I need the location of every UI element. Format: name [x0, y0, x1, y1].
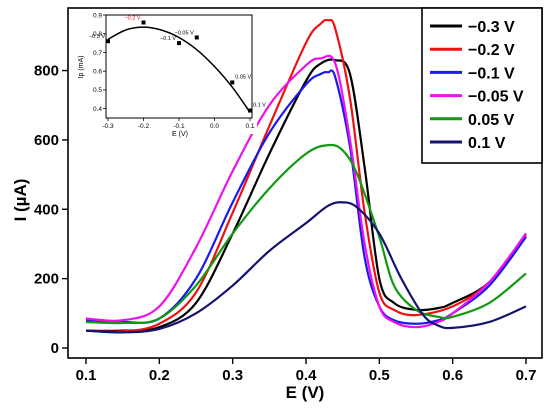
x-tick-label: 0.4: [296, 367, 318, 384]
inset-point-label: −0.1 V: [160, 36, 176, 42]
inset-point: [248, 108, 252, 113]
x-axis-label: E (V): [286, 383, 325, 402]
y-tick-label: 0: [51, 340, 59, 357]
inset-point: [230, 80, 235, 85]
series-line: [85, 143, 527, 325]
inset-point-label: 0.1 V: [253, 103, 266, 109]
y-tick-label: 600: [34, 132, 59, 149]
legend: −0.3 V −0.2 V −0.1 V −0.05 V 0.05 V 0.1 V: [421, 7, 543, 164]
main-chart: 0.1 0.2 0.3 0.4 0.5 0.6 0.7 0 200 400 600 800 E (V…: [11, 7, 543, 402]
inset-point: [177, 41, 181, 46]
inset-y-tick-label: 0.9: [93, 12, 102, 19]
inset-chart: −0.3 V −0.2 V −0.1 V−0.05 V 0.05 V 0.1 V -0.…: [75, 12, 266, 138]
inset-point: [141, 20, 146, 25]
inset-y-tick-label: 0.6: [93, 68, 102, 75]
x-tick-label: 0.3: [222, 367, 243, 384]
inset-x-axis-label: E (V): [172, 131, 188, 138]
inset-x-tick-label: 0.1: [245, 123, 254, 130]
legend-label: 0.05 V: [468, 112, 515, 129]
inset-x-tick-label: -0.1: [173, 123, 185, 130]
inset-point-label: 0.05 V: [235, 74, 251, 80]
inset-y-tick-label: 0.4: [93, 106, 102, 113]
x-tick-label: 0.6: [442, 367, 463, 384]
y-tick-label: 200: [34, 271, 59, 288]
x-tick-label: 0.2: [149, 367, 170, 384]
series-line: [85, 54, 527, 329]
series-line: [85, 69, 527, 325]
legend-label: −0.1 V: [468, 65, 515, 82]
series-line: [85, 18, 527, 333]
inset-point-label: −0.2 V: [124, 15, 140, 21]
plot-frame: [67, 7, 543, 359]
inset-y-tick-label: 0.7: [93, 50, 102, 57]
inset-y-axis-label: Ip (mA): [78, 56, 85, 79]
legend-label: 0.1 V: [468, 135, 506, 152]
inset-point: [106, 39, 110, 44]
legend-label: −0.3 V: [468, 19, 515, 36]
y-tick-label: 400: [34, 201, 59, 218]
y-axis-label: I (µA): [11, 179, 30, 222]
inset-y-tick-label: 0.5: [93, 87, 102, 94]
inset-point: [194, 35, 199, 40]
inset-fit-curve: [107, 26, 251, 113]
inset-y-tick-label: 0.8: [93, 31, 102, 38]
legend-label: −0.2 V: [468, 42, 515, 59]
x-tick-label: 0.1: [76, 367, 97, 384]
inset-background: [75, 12, 257, 134]
inset-x-tick-label: -0.3: [102, 123, 114, 130]
series-group: [85, 18, 527, 334]
inset-point-label: −0.3 V: [89, 34, 105, 40]
inset-x-tick-label: 0.0: [210, 123, 219, 130]
x-axis-ticks: 0.1 0.2 0.3 0.4 0.5 0.6 0.7: [76, 358, 537, 384]
inset-y-ticks: 0.4 0.5 0.6 0.7 0.8 0.9: [93, 12, 106, 113]
y-axis-ticks: 0 200 400 600 800: [34, 63, 68, 357]
x-tick-label: 0.5: [369, 367, 390, 384]
inset-x-ticks: -0.3 -0.2 -0.1 0.0 0.1: [102, 118, 255, 130]
series-line: [85, 201, 527, 334]
legend-label: −0.05 V: [468, 89, 524, 106]
inset-point-label: −0.05 V: [175, 30, 194, 36]
y-tick-label: 800: [34, 63, 59, 80]
x-tick-label: 0.7: [516, 367, 537, 384]
inset-x-tick-label: -0.2: [138, 123, 150, 130]
inset-points: −0.3 V −0.2 V −0.1 V−0.05 V 0.05 V 0.1 V: [89, 15, 266, 113]
legend-box: [421, 7, 543, 164]
